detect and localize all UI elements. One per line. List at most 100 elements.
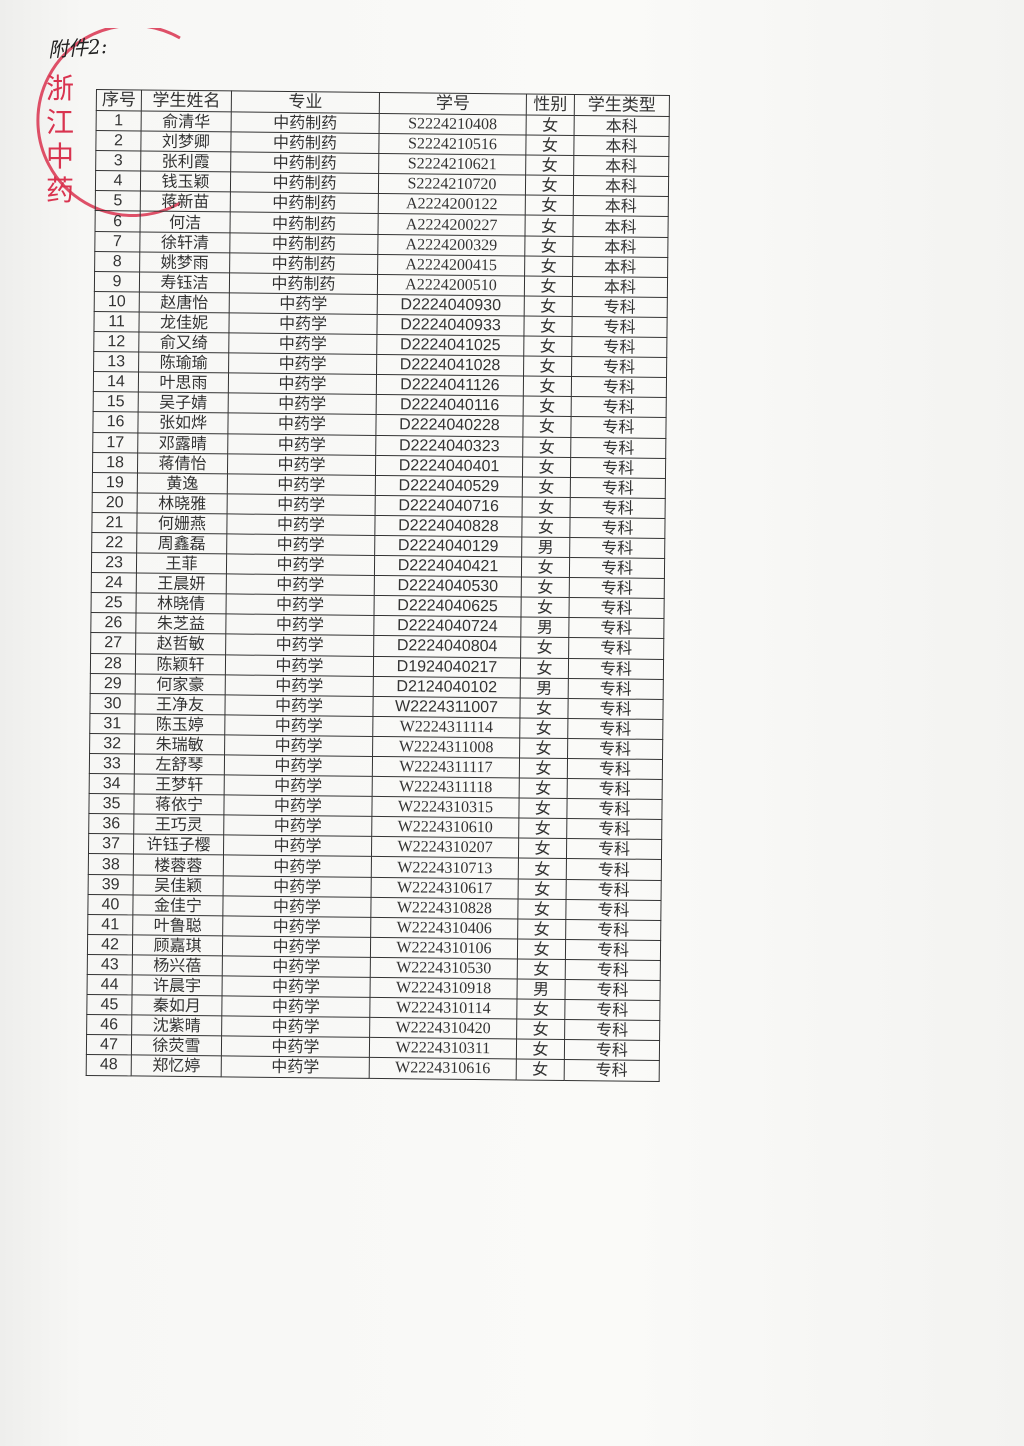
cell-name: 邓露晴 [137, 432, 228, 454]
cell-major: 中药学 [221, 1016, 370, 1038]
cell-student-id: A2224200415 [377, 254, 525, 276]
cell-student-id: W2224310617 [371, 876, 519, 899]
cell-major: 中药制药 [230, 172, 379, 194]
cell-name: 吴子婧 [138, 392, 229, 414]
cell-major: 中药学 [223, 835, 372, 857]
cell-index: 25 [91, 592, 137, 614]
cell-gender: 女 [518, 798, 568, 819]
cell-student-id: D2224040228 [375, 414, 524, 437]
cell-student-id: S2224210621 [378, 153, 526, 176]
cell-gender: 女 [522, 436, 571, 458]
cell-index: 48 [86, 1054, 132, 1076]
cell-name: 钱玉颖 [140, 171, 231, 193]
cell-student-type: 专科 [566, 818, 662, 840]
cell-major: 中药制药 [231, 111, 380, 134]
cell-gender: 女 [519, 697, 569, 719]
cell-name: 朱芝益 [135, 613, 227, 635]
cell-index: 46 [86, 1014, 132, 1036]
cell-gender: 女 [518, 858, 567, 880]
cell-major: 中药学 [225, 614, 374, 636]
cell-gender: 女 [522, 416, 572, 437]
cell-student-id: W2224310114 [369, 997, 517, 1020]
cell-student-type: 专科 [569, 517, 666, 539]
cell-student-id: D2224040116 [376, 394, 524, 417]
cell-name: 龙佳妮 [138, 311, 230, 333]
cell-index: 37 [88, 833, 134, 855]
cell-major: 中药学 [222, 975, 371, 998]
cell-index: 17 [92, 431, 138, 453]
cell-name: 何洁 [140, 211, 231, 233]
cell-student-id: W2224311117 [372, 756, 520, 779]
header-student-id: 学号 [379, 92, 527, 116]
cell-index: 15 [93, 391, 139, 413]
cell-name: 张如烨 [137, 412, 229, 434]
cell-gender: 女 [523, 315, 573, 337]
cell-major: 中药制药 [229, 232, 378, 255]
cell-index: 19 [92, 472, 138, 493]
cell-student-type: 专科 [571, 376, 667, 398]
cell-name: 叶鲁聪 [132, 914, 223, 936]
cell-index: 27 [90, 632, 136, 654]
cell-gender: 男 [521, 536, 570, 558]
cell-major: 中药学 [228, 332, 377, 355]
cell-student-id: W2224310713 [371, 856, 519, 879]
cell-student-type: 专科 [570, 416, 667, 438]
cell-student-id: A2224200329 [377, 234, 525, 256]
cell-name: 蒋依宁 [133, 794, 225, 816]
cell-student-type: 本科 [572, 215, 669, 238]
cell-gender: 女 [521, 557, 570, 578]
cell-major: 中药学 [223, 795, 373, 817]
cell-gender: 女 [519, 778, 568, 799]
cell-gender: 女 [525, 135, 575, 156]
cell-gender: 女 [521, 577, 570, 598]
cell-index: 11 [93, 311, 140, 332]
cell-gender: 女 [519, 737, 568, 759]
cell-student-id: W2224310828 [370, 897, 519, 919]
cell-index: 16 [92, 411, 139, 433]
cell-student-type: 专科 [565, 959, 661, 981]
cell-student-type: 专科 [568, 658, 664, 680]
cell-major: 中药学 [222, 935, 371, 958]
cell-name: 王梦轩 [134, 774, 225, 796]
cell-name: 顾嘉琪 [132, 934, 223, 956]
cell-student-id: W2224310918 [370, 977, 518, 1000]
cell-student-type: 专科 [566, 858, 662, 881]
cell-student-id: W2224311007 [372, 696, 521, 718]
seal-glyph: 药 [45, 174, 74, 207]
cell-name: 杨兴蓓 [132, 954, 223, 976]
seal-glyph: 江 [45, 106, 74, 139]
student-list-table: 序号 学生姓名 专业 学号 性别 学生类型 1 俞清华 中药制药 S222421040… [86, 89, 670, 1081]
cell-student-id: W2224311008 [372, 736, 520, 758]
cell-student-type: 专科 [569, 577, 665, 599]
cell-name: 刘梦卿 [140, 131, 232, 153]
cell-index: 38 [88, 853, 134, 875]
cell-student-type: 专科 [571, 356, 667, 378]
cell-major: 中药学 [228, 353, 377, 375]
cell-student-type: 本科 [573, 195, 669, 217]
header-student-type: 学生类型 [574, 94, 670, 117]
header-name: 学生姓名 [141, 89, 232, 112]
cell-name: 王晨妍 [136, 573, 227, 595]
cell-gender: 女 [518, 878, 567, 900]
cell-student-id: W2224310315 [371, 796, 520, 819]
cell-gender: 女 [524, 275, 573, 297]
cell-major: 中药学 [223, 875, 372, 898]
cell-major: 中药学 [223, 855, 372, 877]
cell-gender: 女 [523, 396, 572, 417]
cell-major: 中药制药 [229, 252, 378, 275]
cell-gender: 女 [520, 637, 569, 659]
cell-gender: 女 [517, 938, 566, 960]
cell-student-type: 专科 [566, 879, 662, 901]
cell-name: 姚梦雨 [139, 251, 230, 273]
cell-name: 俞又绮 [138, 331, 229, 354]
cell-student-type: 专科 [567, 738, 663, 760]
cell-student-id: A2224200122 [378, 193, 526, 216]
cell-student-type: 本科 [574, 115, 670, 137]
cell-name: 郑忆婷 [131, 1055, 222, 1077]
cell-major: 中药学 [224, 714, 373, 737]
cell-student-id: D2224040323 [375, 434, 523, 457]
cell-index: 39 [88, 874, 134, 895]
cell-name: 金佳宁 [132, 894, 224, 916]
cell-student-type: 专科 [564, 979, 661, 1001]
